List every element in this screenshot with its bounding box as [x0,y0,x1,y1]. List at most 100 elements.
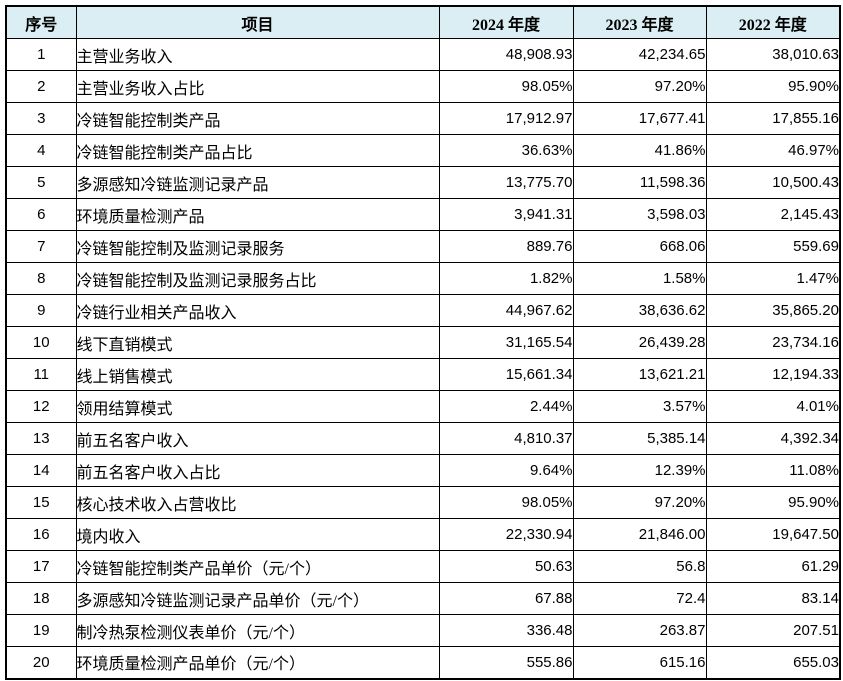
row-number-cell: 10 [5,326,77,359]
row-number-cell: 4 [5,134,77,167]
row-number-cell: 7 [5,230,77,263]
value-2022-cell: 11.08% [705,454,841,487]
item-cell: 多源感知冷链监测记录产品 [75,166,440,199]
table-row: 15 核心技术收入占营收比 98.05% 97.20% 95.90% [5,486,841,519]
value-2023-cell: 72.4 [572,582,707,615]
row-number-cell: 9 [5,294,77,327]
header-row: 序号 项目 2024 年度 2023 年度 2022 年度 [5,5,841,39]
row-number-cell: 15 [5,486,77,519]
row-number-cell: 1 [5,38,77,71]
value-2024-cell: 48,908.93 [438,38,574,71]
value-2024-cell: 31,165.54 [438,326,574,359]
value-2024-cell: 98.05% [438,70,574,103]
value-2023-cell: 1.58% [572,262,707,295]
value-2023-cell: 97.20% [572,70,707,103]
value-2024-cell: 22,330.94 [438,518,574,551]
value-2022-cell: 23,734.16 [705,326,841,359]
value-2023-cell: 42,234.65 [572,38,707,71]
item-cell: 境内收入 [75,518,440,551]
item-cell: 线上销售模式 [75,358,440,391]
item-cell: 环境质量检测产品 [75,198,440,231]
column-header-no: 序号 [5,5,77,39]
table-row: 20 环境质量检测产品单价（元/个） 555.86 615.16 655.03 [5,646,841,679]
table-row: 10 线下直销模式 31,165.54 26,439.28 23,734.16 [5,326,841,359]
table-row: 19 制冷热泵检测仪表单价（元/个） 336.48 263.87 207.51 [5,614,841,647]
item-cell: 前五名客户收入 [75,422,440,455]
value-2022-cell: 35,865.20 [705,294,841,327]
value-2024-cell: 336.48 [438,614,574,647]
table-row: 2 主营业务收入占比 98.05% 97.20% 95.90% [5,70,841,103]
value-2022-cell: 38,010.63 [705,38,841,71]
item-cell: 冷链智能控制类产品占比 [75,134,440,167]
item-cell: 主营业务收入 [75,38,440,71]
value-2024-cell: 36.63% [438,134,574,167]
item-cell: 冷链智能控制及监测记录服务占比 [75,262,440,295]
row-number-cell: 17 [5,550,77,583]
row-number-cell: 3 [5,102,77,135]
item-cell: 前五名客户收入占比 [75,454,440,487]
table-row: 3 冷链智能控制类产品 17,912.97 17,677.41 17,855.1… [5,102,841,135]
value-2024-cell: 1.82% [438,262,574,295]
column-header-2024: 2024 年度 [438,5,574,39]
value-2022-cell: 10,500.43 [705,166,841,199]
table-row: 9 冷链行业相关产品收入 44,967.62 38,636.62 35,865.… [5,294,841,327]
value-2023-cell: 26,439.28 [572,326,707,359]
value-2022-cell: 4,392.34 [705,422,841,455]
value-2022-cell: 12,194.33 [705,358,841,391]
item-cell: 核心技术收入占营收比 [75,486,440,519]
value-2022-cell: 83.14 [705,582,841,615]
table-row: 12 领用结算模式 2.44% 3.57% 4.01% [5,390,841,423]
value-2022-cell: 2,145.43 [705,198,841,231]
value-2023-cell: 3.57% [572,390,707,423]
value-2024-cell: 17,912.97 [438,102,574,135]
value-2024-cell: 889.76 [438,230,574,263]
item-cell: 环境质量检测产品单价（元/个） [75,646,440,679]
table-row: 5 多源感知冷链监测记录产品 13,775.70 11,598.36 10,50… [5,166,841,199]
value-2022-cell: 207.51 [705,614,841,647]
item-cell: 制冷热泵检测仪表单价（元/个） [75,614,440,647]
value-2022-cell: 95.90% [705,486,841,519]
value-2023-cell: 13,621.21 [572,358,707,391]
value-2023-cell: 41.86% [572,134,707,167]
value-2022-cell: 46.97% [705,134,841,167]
table-row: 1 主营业务收入 48,908.93 42,234.65 38,010.63 [5,38,841,71]
value-2023-cell: 56.8 [572,550,707,583]
item-cell: 冷链智能控制类产品 [75,102,440,135]
row-number-cell: 16 [5,518,77,551]
item-cell: 线下直销模式 [75,326,440,359]
item-cell: 冷链智能控制及监测记录服务 [75,230,440,263]
value-2022-cell: 1.47% [705,262,841,295]
value-2022-cell: 17,855.16 [705,102,841,135]
row-number-cell: 11 [5,358,77,391]
table-row: 11 线上销售模式 15,661.34 13,621.21 12,194.33 [5,358,841,391]
value-2024-cell: 555.86 [438,646,574,679]
table-row: 4 冷链智能控制类产品占比 36.63% 41.86% 46.97% [5,134,841,167]
row-number-cell: 12 [5,390,77,423]
value-2023-cell: 668.06 [572,230,707,263]
column-header-2022: 2022 年度 [705,5,841,39]
item-cell: 冷链智能控制类产品单价（元/个） [75,550,440,583]
value-2022-cell: 95.90% [705,70,841,103]
value-2023-cell: 5,385.14 [572,422,707,455]
value-2023-cell: 38,636.62 [572,294,707,327]
value-2023-cell: 97.20% [572,486,707,519]
table-row: 8 冷链智能控制及监测记录服务占比 1.82% 1.58% 1.47% [5,262,841,295]
value-2024-cell: 4,810.37 [438,422,574,455]
value-2023-cell: 21,846.00 [572,518,707,551]
table-body: 1 主营业务收入 48,908.93 42,234.65 38,010.63 2… [5,38,841,679]
value-2023-cell: 17,677.41 [572,102,707,135]
value-2024-cell: 15,661.34 [438,358,574,391]
value-2023-cell: 615.16 [572,646,707,679]
value-2023-cell: 3,598.03 [572,198,707,231]
row-number-cell: 5 [5,166,77,199]
table-row: 7 冷链智能控制及监测记录服务 889.76 668.06 559.69 [5,230,841,263]
value-2023-cell: 12.39% [572,454,707,487]
item-cell: 多源感知冷链监测记录产品单价（元/个） [75,582,440,615]
value-2022-cell: 4.01% [705,390,841,423]
row-number-cell: 13 [5,422,77,455]
row-number-cell: 6 [5,198,77,231]
value-2024-cell: 3,941.31 [438,198,574,231]
value-2024-cell: 67.88 [438,582,574,615]
row-number-cell: 20 [5,646,77,679]
